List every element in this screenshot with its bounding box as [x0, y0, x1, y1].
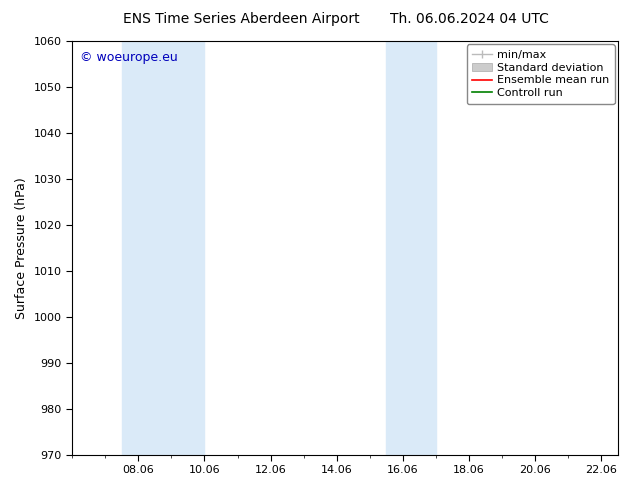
- Text: ENS Time Series Aberdeen Airport: ENS Time Series Aberdeen Airport: [122, 12, 359, 26]
- Text: Th. 06.06.2024 04 UTC: Th. 06.06.2024 04 UTC: [390, 12, 548, 26]
- Legend: min/max, Standard deviation, Ensemble mean run, Controll run: min/max, Standard deviation, Ensemble me…: [467, 45, 614, 104]
- Text: © woeurope.eu: © woeurope.eu: [81, 51, 178, 64]
- Bar: [386, 41, 436, 455]
- Y-axis label: Surface Pressure (hPa): Surface Pressure (hPa): [15, 177, 28, 318]
- Bar: [122, 41, 204, 455]
